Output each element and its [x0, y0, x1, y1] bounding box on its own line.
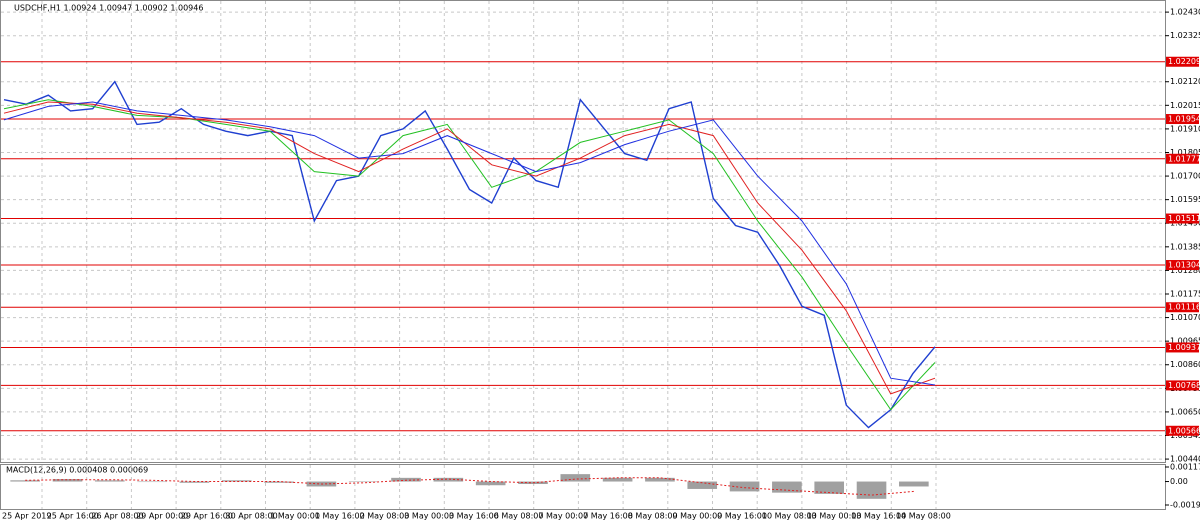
macd-bar: [137, 481, 167, 483]
x-tick-label: 30 Apr 08:00: [226, 512, 278, 521]
x-tick-label: 6 May 08:00: [494, 512, 544, 521]
price-line: [3, 101, 936, 386]
x-tick-label: 13 May 16:00: [851, 512, 906, 521]
macd-bar: [899, 481, 929, 487]
y-tick-label: 1.01805: [1170, 148, 1200, 157]
y-tick-label: 1.01280: [1170, 266, 1200, 275]
macd-bar: [814, 481, 845, 494]
level-tag: [1166, 56, 1199, 67]
level-label: 1.01511: [1168, 214, 1200, 223]
x-tick-label: 29 Apr 16:00: [181, 512, 233, 521]
y-tick-label: 1.02015: [1170, 101, 1200, 110]
x-tick-label: 7 May 00:00: [538, 512, 588, 521]
x-tick-label: 10 May 08:00: [762, 512, 817, 521]
y-tick-label: 1.00860: [1170, 360, 1200, 369]
macd-panel: [0, 464, 1166, 510]
y-tick-label: 1.00440: [1170, 455, 1200, 464]
macd-tick-label: 0.001179: [1170, 462, 1200, 471]
macd-bar: [433, 477, 464, 482]
x-tick-label: 13 May 00:00: [807, 512, 862, 521]
y-tick-label: 1.02430: [1170, 8, 1200, 17]
x-tick-label: 3 May 00:00: [404, 512, 454, 521]
price-line: [3, 80, 936, 429]
macd-bar: [264, 481, 294, 483]
macd-label: MACD(12,26,9) 0.000408 0.000069: [6, 466, 148, 475]
macd-tick-label: -0.001902: [1170, 501, 1200, 510]
price-line: [3, 101, 936, 395]
macd-bar: [94, 480, 125, 482]
x-tick-label: 14 May 08:00: [896, 512, 951, 521]
level-tag: [1166, 425, 1199, 436]
y-tick-label: 1.02325: [1170, 31, 1200, 40]
macd-bar: [560, 474, 591, 482]
y-tick-label: 1.01700: [1170, 172, 1200, 181]
x-tick-label: 8 May 08:00: [628, 512, 678, 521]
x-tick-label: 26 Apr 08:00: [91, 512, 143, 521]
macd-bar: [348, 481, 379, 483]
macd-signal: [25, 477, 914, 496]
y-tick-label: 1.01595: [1170, 195, 1200, 204]
main-panel: [0, 0, 1166, 463]
macd-bar: [179, 481, 210, 483]
level-label: 1.00768: [1168, 381, 1200, 390]
level-tag: [1166, 153, 1199, 164]
level-tag: [1166, 342, 1199, 353]
level-tag: [1166, 302, 1199, 313]
level-tag: [1166, 380, 1199, 391]
level-tag: [1166, 213, 1199, 224]
level-tag: [1166, 260, 1199, 271]
x-tick-label: 1 May 00:00: [270, 512, 320, 521]
price-line: [3, 99, 936, 411]
level-label: 1.00937: [1168, 343, 1200, 352]
x-tick-label: 29 Apr 00:00: [136, 512, 188, 521]
macd-bar: [729, 481, 760, 492]
macd-bar: [10, 480, 40, 482]
y-tick-label: 1.00965: [1170, 337, 1200, 346]
x-tick-label: 9 May 16:00: [717, 512, 767, 521]
y-tick-label: 1.02120: [1170, 77, 1200, 86]
chart-title: USDCHF,H1 1.00924 1.00947 1.00902 1.0094…: [14, 4, 203, 13]
macd-bar: [602, 477, 633, 482]
macd-bar: [687, 481, 718, 489]
x-tick-label: 1 May 16:00: [315, 512, 365, 521]
level-label: 1.00566: [1168, 426, 1200, 435]
macd-bar: [772, 481, 802, 493]
macd-bar: [391, 477, 421, 482]
macd-bar: [475, 481, 506, 486]
x-tick-label: 9 May 00:00: [673, 512, 723, 521]
level-label: 1.01304: [1168, 261, 1200, 270]
x-tick-label: 3 May 16:00: [449, 512, 499, 521]
level-tag: [1166, 114, 1199, 125]
x-tick-label: 25 Apr 2019: [2, 512, 51, 521]
level-label: 1.01116: [1168, 303, 1200, 312]
x-tick-label: 25 Apr 16:00: [47, 512, 99, 521]
macd-tick-label: 0.00: [1170, 477, 1188, 486]
level-label: 1.01777: [1168, 154, 1200, 163]
macd-bar: [52, 479, 83, 482]
macd-bar: [645, 477, 675, 482]
y-tick-label: 1.01910: [1170, 124, 1200, 133]
macd-bar: [856, 481, 887, 499]
level-label: 1.02209: [1168, 57, 1200, 66]
y-tick-label: 1.01175: [1170, 289, 1200, 298]
x-tick-label: 7 May 16:00: [583, 512, 633, 521]
x-tick-label: 2 May 08:00: [360, 512, 410, 521]
y-tick-label: 1.01070: [1170, 313, 1200, 322]
macd-bar: [221, 480, 252, 482]
y-tick-label: 1.00650: [1170, 407, 1200, 416]
y-tick-label: 1.01385: [1170, 242, 1200, 251]
level-label: 1.01954: [1168, 115, 1200, 124]
